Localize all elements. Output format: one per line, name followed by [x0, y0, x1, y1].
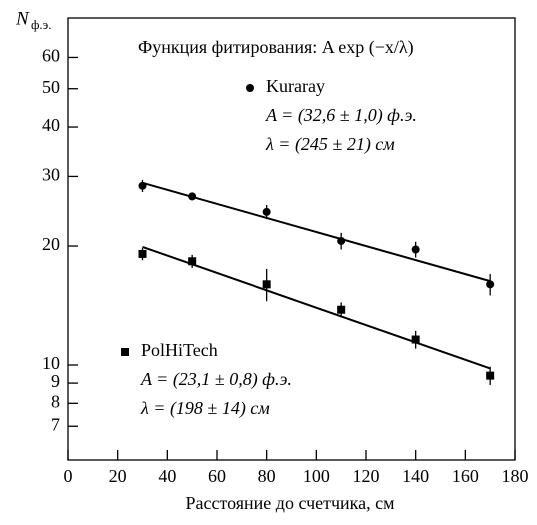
fit-params: A = (32,6 ± 1,0) ф.э.	[265, 105, 417, 126]
x-tick-label: 0	[64, 466, 73, 486]
y-tick-label: 60	[42, 46, 60, 66]
point	[337, 236, 346, 245]
x-tick-label: 100	[303, 466, 330, 486]
y-tick-label: 7	[51, 414, 60, 434]
fit-params: λ = (198 ± 14) см	[140, 398, 270, 419]
fit-line	[142, 245, 491, 370]
fit-params: A = (23,1 ± 0,8) ф.э.	[140, 369, 292, 390]
x-axis-label: Расстояние до счетчика, см	[185, 493, 394, 513]
y-tick-label: 50	[42, 77, 60, 97]
y-tick-label: 9	[51, 371, 60, 391]
point	[262, 207, 271, 216]
legend-label: Kuraray	[266, 76, 325, 96]
x-tick-label: 120	[353, 466, 380, 486]
fit-line	[142, 181, 491, 283]
y-tick-label: 20	[42, 234, 60, 254]
y-tick-label: 40	[42, 115, 60, 135]
plot-frame	[67, 17, 516, 461]
x-tick-label: 80	[258, 466, 276, 486]
point	[138, 181, 147, 190]
fit-params: λ = (245 ± 21) см	[265, 134, 395, 155]
x-tick-label: 180	[502, 466, 529, 486]
fit-annotation: Функция фитирования: A exp (−x/λ)	[138, 37, 414, 58]
y-tick-label: 30	[42, 165, 60, 185]
point	[411, 245, 420, 254]
x-tick-label: 40	[158, 466, 176, 486]
y-axis-label-sub: ф.э.	[31, 17, 52, 32]
point	[138, 249, 147, 258]
point	[486, 371, 495, 380]
point	[262, 280, 271, 289]
x-tick-label: 140	[402, 466, 429, 486]
point	[337, 305, 346, 314]
legend-marker	[121, 348, 129, 356]
legend-marker	[246, 84, 254, 92]
y-tick-label: 10	[42, 353, 60, 373]
x-tick-label: 160	[452, 466, 479, 486]
y-axis-label: N	[15, 8, 30, 29]
legend-label: PolHiTech	[141, 340, 218, 360]
point	[411, 335, 420, 344]
point	[486, 280, 495, 289]
y-tick-label: 8	[51, 391, 60, 411]
point	[188, 257, 197, 266]
x-tick-label: 60	[208, 466, 226, 486]
point	[188, 192, 197, 201]
x-tick-label: 20	[109, 466, 127, 486]
